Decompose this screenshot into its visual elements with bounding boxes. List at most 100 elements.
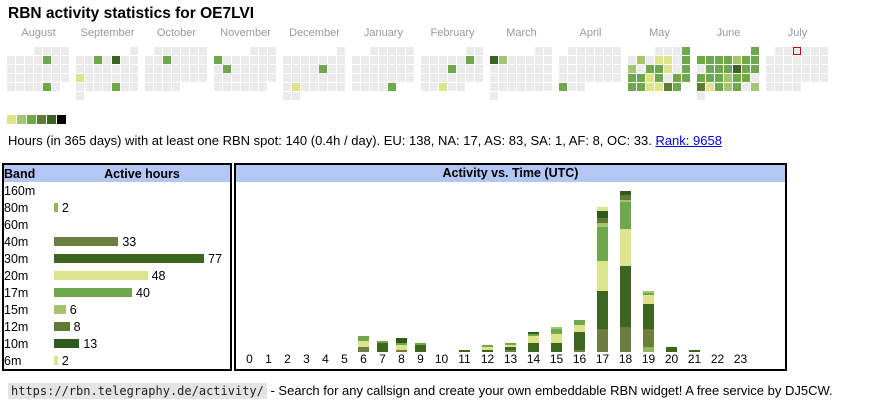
- rank-link[interactable]: Rank: 9658: [655, 133, 722, 148]
- calendar-day: [199, 47, 207, 55]
- calendar-day: [766, 74, 774, 82]
- hour-slot: [476, 345, 499, 352]
- month-label: March: [506, 27, 537, 39]
- calendar-day: [94, 65, 102, 73]
- time-bar-segment: [505, 349, 516, 352]
- time-bar-segment: [415, 345, 426, 352]
- calendar-day: [490, 83, 498, 91]
- calendar-day: [673, 47, 681, 55]
- time-bar-segment: [597, 218, 608, 223]
- calendar-day: [466, 47, 474, 55]
- calendar-day: [508, 74, 516, 82]
- time-bar-segment: [396, 342, 407, 346]
- calendar-day: [130, 56, 138, 64]
- calendar-day: [613, 56, 621, 64]
- band-label: 160m: [4, 183, 36, 198]
- time-bar-segment: [358, 347, 369, 352]
- calendar-day: [430, 74, 438, 82]
- calendar-day: [559, 56, 567, 64]
- calendar-day: [475, 65, 483, 73]
- calendar-day: [706, 74, 714, 82]
- band-label: 80m: [4, 200, 29, 215]
- calendar-day: [421, 74, 429, 82]
- calendar-day: [214, 83, 222, 91]
- calendar-day: [784, 65, 792, 73]
- calendar-day: [154, 56, 162, 64]
- calendar-day: [406, 65, 414, 73]
- band-bar: [54, 236, 119, 246]
- time-bar: [482, 345, 493, 352]
- hour-slot: [411, 342, 430, 352]
- calendar-day: [232, 65, 240, 73]
- band-label: 60m: [4, 217, 29, 232]
- hour-label: 19: [641, 352, 656, 366]
- time-bar-segment: [551, 342, 562, 352]
- calendar-day: [112, 83, 120, 91]
- calendar-day: [733, 56, 741, 64]
- calendar-day: [499, 74, 507, 82]
- time-bar-segment: [597, 227, 608, 262]
- calendar-day: [232, 74, 240, 82]
- band-row: 30m 77: [3, 250, 231, 267]
- calendar-day: [802, 47, 810, 55]
- band-label: 10m: [4, 336, 29, 351]
- calendar-day: [766, 56, 774, 64]
- hour-slot: [568, 320, 591, 352]
- calendar-day: [715, 83, 723, 91]
- calendar-day: [241, 56, 249, 64]
- time-bar: [597, 206, 608, 352]
- calendar-day: [784, 47, 792, 55]
- calendar-day: [379, 47, 387, 55]
- stats-line: Hours (in 365 days) with at least one RB…: [8, 133, 722, 148]
- calendar-day: [181, 47, 189, 55]
- calendar-day: [76, 92, 84, 100]
- calendar-day: [388, 65, 396, 73]
- calendar-day: [457, 74, 465, 82]
- band-hours-value: 2: [61, 200, 69, 215]
- calendar-day: [628, 74, 636, 82]
- calendar-day: [421, 56, 429, 64]
- calendar-day: [361, 74, 369, 82]
- band-row: 40m 33: [3, 233, 231, 250]
- band-hours-table: Band Active hours 160m 80m 2 60m 40m 33 30m 77 2…: [2, 163, 232, 371]
- calendar-day: [181, 56, 189, 64]
- calendar-day: [370, 74, 378, 82]
- calendar-day: [154, 47, 162, 55]
- calendar-day: [535, 74, 543, 82]
- calendar-day: [85, 56, 93, 64]
- calendar-day: [793, 83, 801, 91]
- calendar-day: [655, 74, 663, 82]
- calendar-day: [121, 56, 129, 64]
- calendar-day: [103, 83, 111, 91]
- calendar-day: [301, 74, 309, 82]
- calendar-day: [784, 83, 792, 91]
- calendar-day: [94, 56, 102, 64]
- calendar-day: [475, 74, 483, 82]
- calendar-day: [199, 65, 207, 73]
- calendar-day: [604, 56, 612, 64]
- calendar-day: [586, 47, 594, 55]
- calendar-day: [130, 83, 138, 91]
- calendar-day: [34, 74, 42, 82]
- time-bar-segment: [620, 202, 631, 230]
- time-bar-segment: [574, 349, 585, 352]
- calendar-day: [802, 56, 810, 64]
- calendar-day: [475, 56, 483, 64]
- hour-slot: [614, 190, 637, 352]
- time-bar-segment: [358, 340, 369, 348]
- band-column-header: Band: [3, 164, 54, 182]
- hour-slot: [499, 342, 522, 352]
- calendar-day: [577, 56, 585, 64]
- calendar-day: [697, 74, 705, 82]
- calendar-day: [802, 65, 810, 73]
- calendar-day: [568, 74, 576, 82]
- time-bar: [643, 290, 654, 352]
- calendar-day: [544, 74, 552, 82]
- hour-slot: [545, 327, 568, 352]
- calendar-month: November: [214, 27, 277, 101]
- band-label: 6m: [4, 353, 22, 368]
- hour-label: 23: [733, 352, 748, 366]
- calendar-day: [94, 74, 102, 82]
- calendar-day: [16, 74, 24, 82]
- time-bar: [396, 338, 407, 352]
